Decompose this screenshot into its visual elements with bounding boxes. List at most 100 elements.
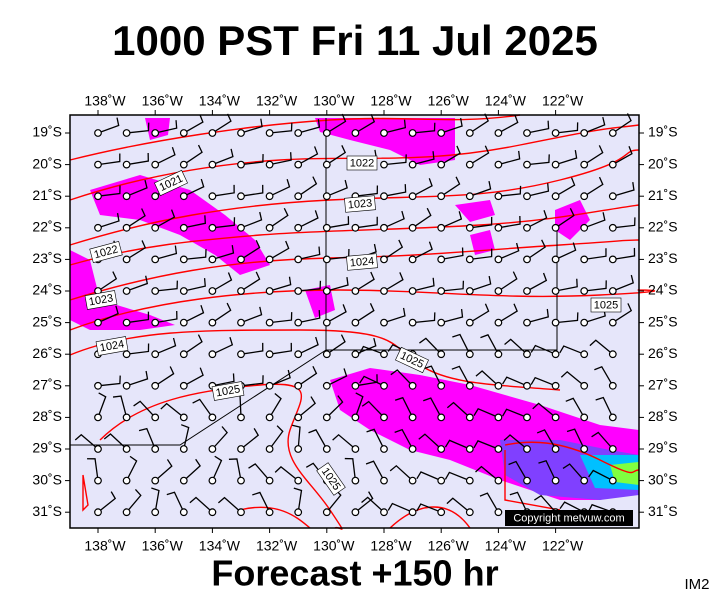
- wind-barb: [423, 365, 442, 387]
- station: [294, 160, 303, 169]
- wind-barb: [473, 440, 499, 450]
- wind-barb: [183, 304, 205, 324]
- station: [237, 160, 245, 169]
- station: [237, 318, 245, 327]
- wind-barb: [212, 217, 236, 229]
- wind-barb: [416, 503, 442, 513]
- station: [380, 508, 388, 517]
- lat-label-left: 23˚S: [32, 250, 62, 266]
- wind-barb: [383, 272, 404, 292]
- station: [465, 381, 474, 390]
- lat-label-left: 20˚S: [32, 155, 62, 171]
- wind-barb: [183, 215, 207, 229]
- station: [294, 350, 303, 359]
- station: [437, 350, 446, 359]
- wind-barb: [126, 343, 150, 355]
- station: [294, 255, 303, 264]
- lat-label-left: 29˚S: [32, 440, 62, 456]
- station: [265, 160, 274, 169]
- station: [122, 413, 131, 422]
- station: [608, 381, 617, 390]
- station: [523, 255, 531, 264]
- wind-barb: [240, 239, 261, 260]
- station: [94, 318, 102, 327]
- station: [551, 381, 560, 390]
- station: [465, 413, 474, 422]
- station: [322, 413, 331, 422]
- isobar-label-box: [590, 297, 622, 313]
- station: [294, 318, 303, 327]
- wind-barb: [526, 210, 548, 229]
- wind-barb: [133, 400, 156, 418]
- station: [265, 129, 274, 137]
- station: [380, 160, 388, 169]
- wind-barb: [480, 334, 499, 355]
- wind-barb: [387, 502, 413, 513]
- station: [408, 192, 417, 201]
- wind-barb: [183, 334, 203, 355]
- station: [122, 160, 131, 169]
- station: [465, 223, 474, 232]
- station: [294, 223, 303, 232]
- wind-barb: [126, 153, 149, 166]
- station: [494, 223, 503, 232]
- wind-barb: [355, 337, 377, 355]
- station: [580, 160, 589, 169]
- station: [465, 129, 474, 137]
- station: [437, 255, 446, 264]
- isobar-label: 1023: [344, 195, 376, 213]
- wind-barb: [212, 272, 233, 292]
- wind-barb: [354, 392, 364, 418]
- station: [322, 160, 331, 169]
- wind-barb: [526, 154, 550, 166]
- station: [494, 508, 503, 517]
- wind-barb: [498, 185, 522, 197]
- station: [523, 192, 531, 201]
- wind-barb: [355, 114, 376, 134]
- wind-barb: [298, 310, 321, 324]
- station: [208, 160, 217, 169]
- wind-barb: [412, 122, 436, 134]
- wind-barb: [297, 365, 318, 387]
- wind-barb: [212, 113, 232, 134]
- station: [265, 476, 274, 485]
- isobar-label-box: [316, 462, 346, 496]
- wind-barb: [240, 118, 263, 134]
- wind-barb: [584, 280, 607, 292]
- station: [294, 508, 303, 517]
- wind-barb: [183, 278, 206, 292]
- station: [408, 255, 417, 264]
- station: [351, 223, 360, 232]
- station: [151, 413, 160, 422]
- lon-label-bottom: 124˚W: [485, 538, 527, 554]
- station: [151, 508, 160, 517]
- lat-label-left: 19˚S: [32, 124, 62, 140]
- wind-barb: [192, 398, 213, 418]
- station: [523, 445, 531, 453]
- wind-barb: [326, 179, 348, 197]
- wind-barb: [154, 366, 175, 387]
- wind-barb: [412, 241, 433, 260]
- station: [208, 413, 217, 422]
- wind-barb: [269, 122, 293, 134]
- station: [465, 508, 474, 517]
- wind-barb: [183, 178, 205, 197]
- wind-barb: [355, 271, 375, 292]
- station: [437, 445, 446, 453]
- wind-barb: [389, 464, 414, 482]
- station: [380, 445, 388, 453]
- lat-label-left: 21˚S: [32, 187, 62, 203]
- wind-barb: [297, 210, 319, 229]
- wind-barb: [555, 242, 577, 260]
- isobar-label-box: [346, 253, 378, 271]
- lat-label-left: 25˚S: [32, 313, 62, 329]
- station: [179, 508, 188, 517]
- wind-barb: [555, 278, 578, 292]
- station: [465, 445, 474, 453]
- wind-barb: [269, 369, 291, 387]
- station: [94, 445, 102, 453]
- wind-barb: [560, 370, 585, 387]
- station: [465, 318, 474, 327]
- station: [265, 445, 274, 453]
- station: [523, 381, 531, 390]
